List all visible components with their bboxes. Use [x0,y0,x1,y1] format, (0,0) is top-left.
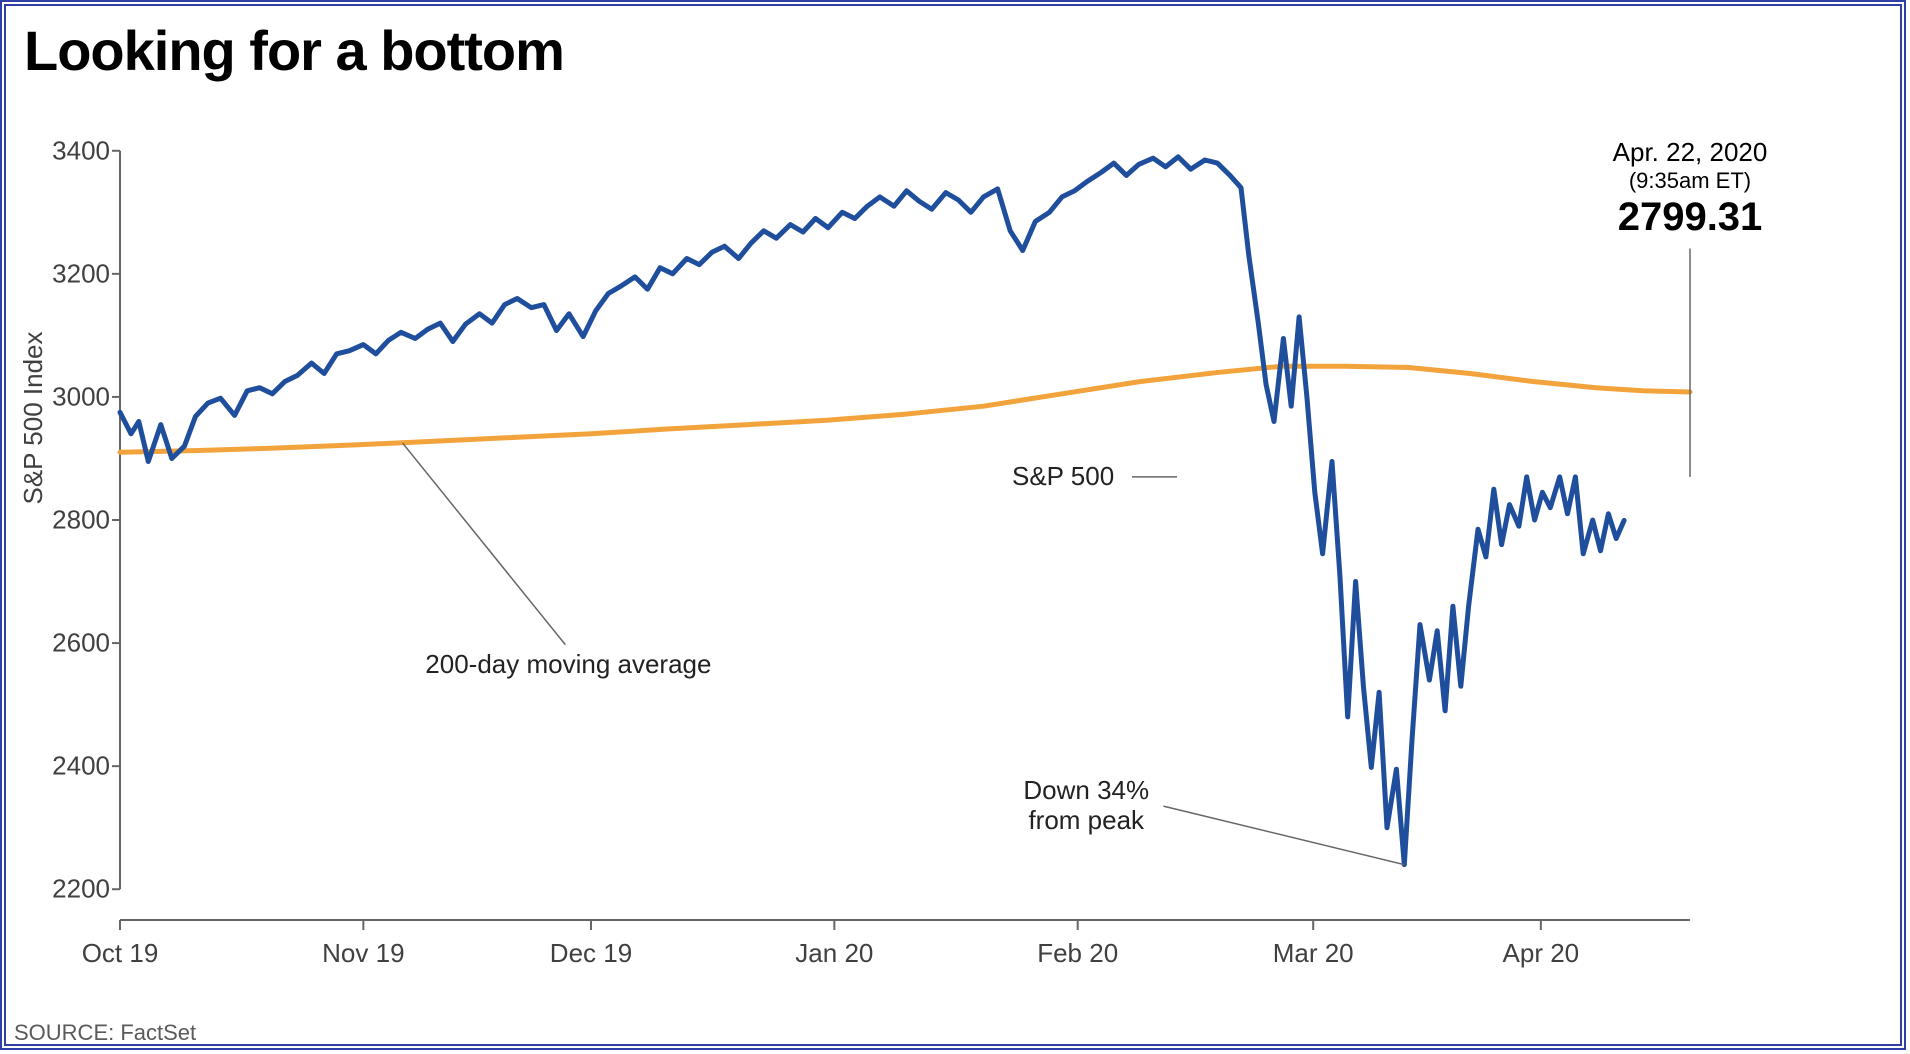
annotation-ma200: 200-day moving average [425,650,711,680]
callout-time: (9:35am ET) [1580,168,1800,193]
annotation-down34-line1: Down 34% [1023,776,1149,806]
price-callout: Apr. 22, 2020 (9:35am ET) 2799.31 [1580,138,1800,239]
source-text: SOURCE: FactSet [14,1020,196,1046]
annotation-sp500-text: S&P 500 [1012,461,1114,491]
annotation-down34-line2: from peak [1023,806,1149,836]
callout-date: Apr. 22, 2020 [1580,138,1800,168]
annotation-sp500: S&P 500 [1012,462,1114,492]
callout-value: 2799.31 [1580,194,1800,240]
annotation-down34: Down 34% from peak [1023,776,1149,836]
annotation-ma200-text: 200-day moving average [425,649,711,679]
